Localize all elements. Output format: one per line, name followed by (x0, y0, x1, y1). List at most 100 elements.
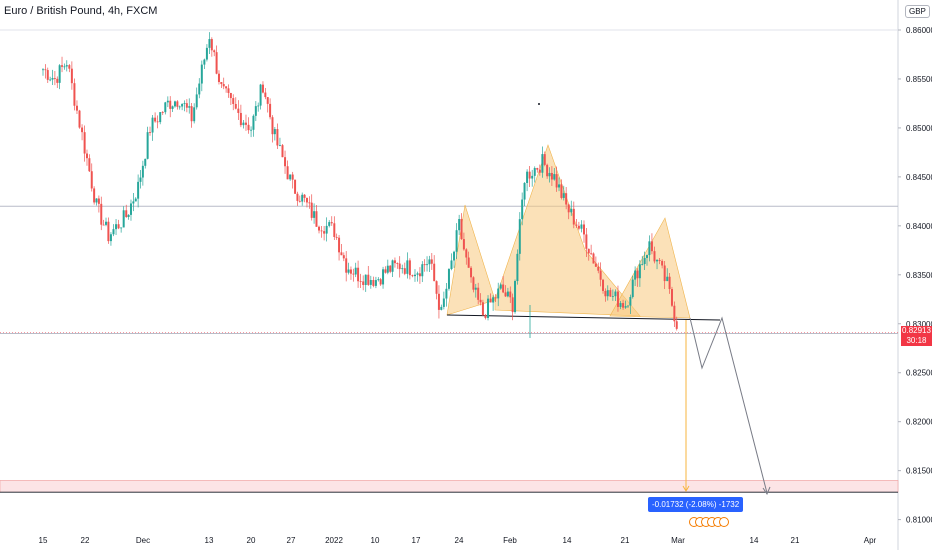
candle-body (203, 59, 206, 65)
candle (421, 261, 424, 283)
candle (164, 101, 167, 115)
candle-body (437, 293, 440, 310)
candle-body (109, 234, 112, 242)
measure-label[interactable]: -0.01732 (-2.08%) -1732 (648, 497, 744, 512)
candle-body (291, 174, 294, 180)
candle (555, 166, 558, 192)
candle-body (70, 68, 73, 84)
candle-body (575, 224, 578, 226)
candle-body (271, 117, 274, 135)
candle-body (154, 117, 157, 122)
candle (315, 204, 318, 227)
candle-body (132, 201, 135, 204)
candle (328, 220, 331, 228)
candle-body (502, 284, 505, 293)
candle-body (139, 177, 142, 182)
candle-body (42, 69, 44, 71)
candle (359, 273, 362, 288)
candle (273, 126, 276, 141)
candle-body (597, 266, 600, 271)
candle-body (641, 264, 644, 265)
candle (673, 301, 676, 328)
candle (401, 264, 404, 274)
candle-body (232, 98, 235, 104)
candle-body (369, 280, 372, 285)
currency-badge[interactable]: GBP (905, 5, 930, 18)
candle-body (100, 203, 103, 225)
candle (455, 223, 458, 259)
x-tick-label: Dec (136, 536, 150, 545)
candle-body (604, 290, 607, 297)
candle-body (531, 175, 534, 179)
candle-body (210, 39, 213, 51)
candle-body (447, 269, 450, 289)
candle (313, 203, 316, 224)
candle (289, 174, 292, 181)
candle-body (594, 263, 597, 267)
candle-body (675, 321, 678, 329)
candle (244, 114, 247, 131)
candle (232, 94, 235, 111)
candle-body (273, 129, 276, 135)
candle (294, 179, 297, 194)
candle (506, 287, 509, 298)
candle-body (225, 86, 228, 89)
candle (470, 265, 473, 283)
candle (641, 255, 644, 266)
candle-body (658, 259, 661, 261)
candle (575, 219, 578, 229)
candle (477, 282, 480, 305)
candle-body (638, 264, 641, 279)
candle-body (622, 303, 625, 308)
candle (611, 289, 614, 301)
candle (369, 275, 372, 289)
candle (181, 103, 184, 111)
candle (176, 100, 179, 110)
candle-body (386, 265, 389, 273)
candle (521, 192, 524, 226)
left-shoulder-shape (446, 204, 496, 316)
candle (308, 196, 311, 209)
candle-body (555, 174, 558, 188)
symbol-title[interactable]: Euro / British Pound, 4h, FXCM (4, 5, 158, 17)
candle-body (261, 84, 264, 93)
candle-body (384, 269, 387, 273)
candle-body (53, 78, 56, 79)
candle (320, 226, 323, 238)
candle (398, 256, 401, 278)
candle (357, 260, 360, 288)
candle-body (65, 65, 68, 67)
candle (631, 275, 634, 299)
candle-body (325, 225, 328, 234)
candle (276, 123, 279, 149)
candle-body (611, 296, 614, 298)
candle-body (462, 239, 465, 250)
candle (663, 260, 666, 290)
candle-body (328, 222, 331, 226)
x-tick-label: 21 (791, 536, 800, 545)
candle-body (433, 263, 436, 282)
candle-body (477, 287, 480, 300)
candle-body (276, 129, 279, 146)
candle-body (81, 127, 84, 133)
candle (497, 282, 500, 307)
candle (97, 195, 100, 213)
x-tick-label: 22 (81, 536, 90, 545)
candle-body (494, 297, 497, 299)
candle (105, 217, 108, 227)
candle-body (518, 219, 521, 254)
candle (511, 293, 514, 321)
candle-body (484, 315, 487, 318)
candle-body (164, 102, 167, 113)
candle-body (634, 270, 637, 280)
candle (154, 112, 157, 123)
candle-body (523, 182, 526, 200)
candle (567, 203, 570, 220)
candle (553, 168, 556, 181)
candle-body (200, 64, 203, 84)
candle-body (423, 264, 426, 266)
